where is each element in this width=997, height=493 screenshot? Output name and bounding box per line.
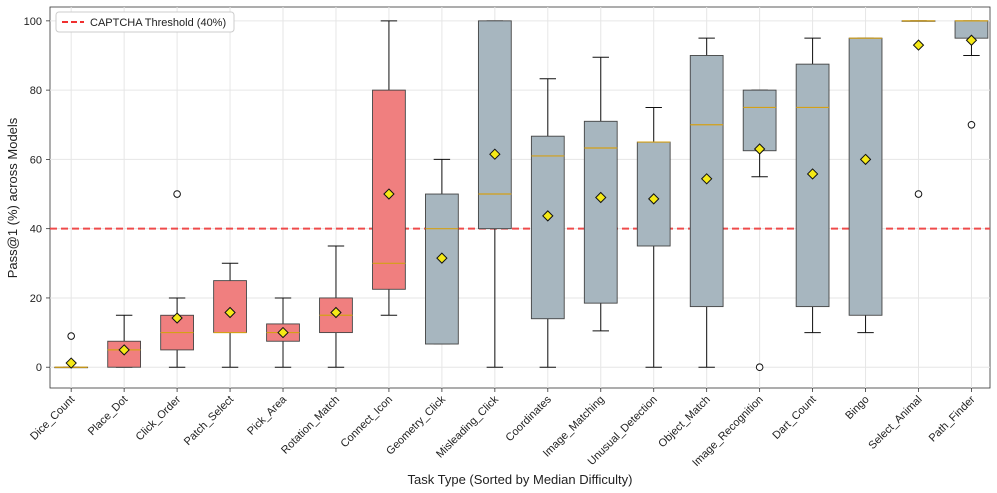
iqr-box bbox=[477, 20, 512, 230]
y-tick-label: 40 bbox=[30, 224, 42, 236]
box-Bingo bbox=[848, 37, 883, 334]
box-Object_Match bbox=[689, 37, 724, 368]
mean-marker bbox=[542, 210, 554, 222]
box-Click_Order bbox=[160, 190, 194, 368]
iqr-box bbox=[583, 120, 618, 304]
y-tick-label: 80 bbox=[30, 85, 42, 97]
mean-marker bbox=[965, 34, 978, 46]
box-Dice_Count bbox=[54, 332, 89, 369]
y-tick-label: 100 bbox=[24, 16, 42, 28]
y-tick-label: 60 bbox=[30, 154, 42, 166]
iqr-box bbox=[213, 280, 247, 334]
x-tick-label: Object_Match bbox=[656, 394, 712, 450]
box-Connect_Icon bbox=[372, 20, 406, 316]
outlier-point bbox=[755, 363, 764, 372]
mean-marker bbox=[118, 344, 130, 356]
mean-marker bbox=[330, 306, 342, 319]
iqr-box bbox=[742, 89, 777, 152]
outlier-point bbox=[173, 190, 181, 198]
x-tick-label: Select_Animal bbox=[866, 394, 924, 452]
legend: CAPTCHA Threshold (40%) bbox=[55, 11, 235, 33]
mean-marker bbox=[753, 143, 766, 155]
mean-marker bbox=[224, 306, 236, 319]
box-Coordinates bbox=[530, 78, 565, 368]
iqr-box bbox=[530, 135, 565, 320]
box-Path_Finder bbox=[954, 20, 989, 129]
mean-marker bbox=[489, 148, 501, 160]
x-tick-label: Dart_Count bbox=[770, 394, 818, 442]
mean-marker bbox=[277, 326, 289, 339]
mean-marker bbox=[648, 193, 660, 205]
box-Image_Matching bbox=[583, 56, 618, 332]
box-Patch_Select bbox=[213, 262, 247, 368]
x-tick-label: Connect_Icon bbox=[339, 394, 395, 450]
outlier-point bbox=[67, 332, 75, 340]
x-tick-label: Dice_Count bbox=[28, 394, 77, 443]
x-tick-label: Pick_Area bbox=[245, 393, 290, 438]
mean-marker bbox=[806, 168, 819, 180]
box-Geometry_Click bbox=[425, 158, 459, 345]
mean-marker bbox=[65, 357, 77, 369]
mean-marker bbox=[171, 312, 183, 324]
legend-threshold-label: CAPTCHA Threshold (40%) bbox=[90, 17, 226, 29]
x-tick-label: Bingo bbox=[843, 394, 871, 422]
box-Dart_Count bbox=[795, 37, 830, 334]
legend-box bbox=[55, 11, 235, 33]
iqr-box bbox=[848, 37, 883, 316]
box-layer bbox=[54, 20, 989, 372]
box-Pick_Area bbox=[266, 297, 300, 368]
iqr-box bbox=[795, 63, 830, 308]
box-Rotation_Match bbox=[319, 245, 353, 368]
x-tick-label: Click_Order bbox=[134, 393, 184, 443]
box-Unusual_Detection bbox=[636, 106, 671, 368]
box-Place_Dot bbox=[107, 314, 142, 368]
outlier-point bbox=[967, 120, 976, 129]
mean-marker bbox=[383, 188, 395, 200]
box-Image_Recognition bbox=[742, 89, 777, 372]
outlier-point bbox=[914, 190, 923, 198]
box-Select_Animal bbox=[901, 20, 936, 198]
iqr-box bbox=[425, 193, 459, 345]
x-tick-label: Rotation_Match bbox=[279, 394, 342, 457]
x-tick-label: Coordinates bbox=[503, 393, 554, 444]
plot-area bbox=[49, 6, 991, 389]
mean-marker bbox=[436, 252, 448, 264]
y-tick-label: 20 bbox=[30, 293, 42, 305]
x-tick-label: Patch_Select bbox=[182, 394, 236, 448]
iqr-box bbox=[689, 55, 724, 308]
y-axis-title: Pass@1 (%) across Models bbox=[5, 117, 20, 278]
x-axis-ticks: Dice_Count Place_Dot Click_OrderPatch_Sele… bbox=[28, 388, 978, 469]
x-tick-label: Path_Finder bbox=[927, 393, 978, 444]
box-Misleading_Click bbox=[477, 20, 512, 368]
mean-marker bbox=[595, 191, 607, 204]
y-axis-ticks: 0 20 40 60 80 100 bbox=[24, 16, 50, 374]
mean-marker bbox=[912, 39, 925, 51]
x-axis-title: Task Type (Sorted by Median Difficulty) bbox=[408, 472, 633, 487]
mean-marker bbox=[859, 153, 872, 166]
x-tick-label: Place_Dot bbox=[86, 394, 130, 438]
y-tick-label: 0 bbox=[36, 362, 42, 374]
mean-marker bbox=[700, 173, 713, 185]
